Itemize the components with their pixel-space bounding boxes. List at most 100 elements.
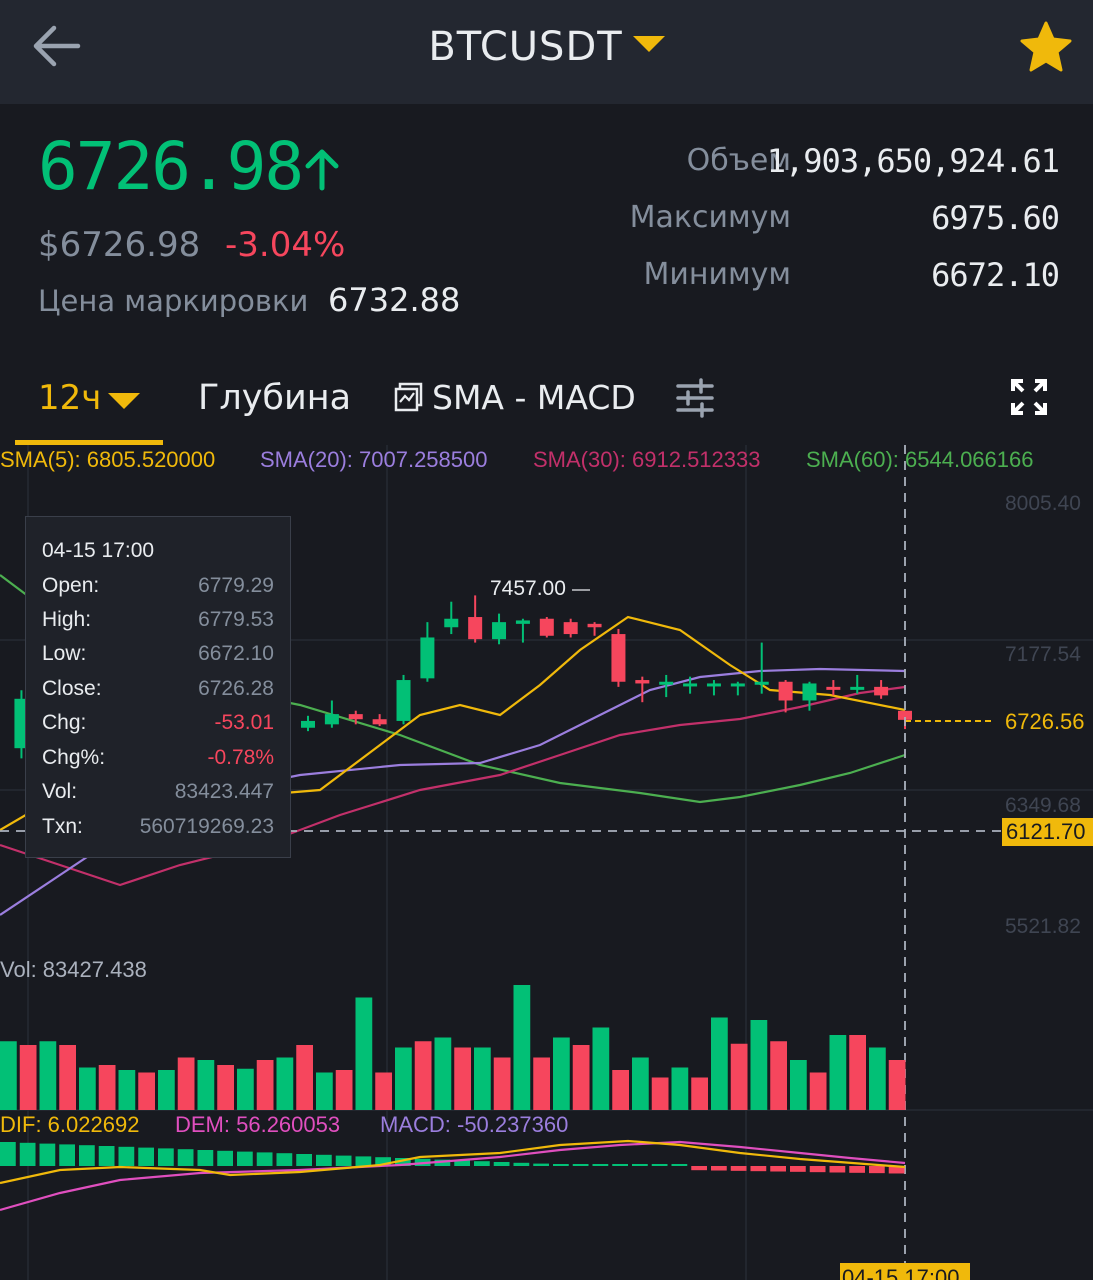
macd-bar [39, 1143, 56, 1166]
volume-bar [237, 1068, 254, 1110]
candle-body [372, 719, 387, 725]
macd-bar [612, 1164, 628, 1166]
interval-chevron-icon[interactable] [108, 393, 140, 409]
symbol-selector[interactable]: BTCUSDT [0, 0, 1093, 94]
candles [14, 595, 912, 759]
macd-bar [572, 1164, 589, 1166]
tab-interval[interactable]: 12ч [38, 378, 102, 418]
volume-bar [375, 1072, 392, 1110]
volume-bar [592, 1027, 610, 1110]
volume-bar [316, 1072, 333, 1110]
candle-body [444, 618, 459, 628]
candle-body [396, 680, 411, 721]
crosshair-price-badge [1002, 818, 1093, 846]
macd-bar [553, 1164, 569, 1166]
macd-bar [454, 1160, 470, 1166]
volume-bar [730, 1043, 748, 1110]
tab-depth[interactable]: Глубина [198, 378, 352, 418]
macd-bar [651, 1164, 668, 1166]
up-arrow-icon [305, 149, 339, 191]
volume-bar [513, 985, 531, 1110]
price-tick: 5521.82 [1005, 915, 1081, 938]
volume-label: Vol: 83427.438 [0, 957, 147, 982]
candle-body [754, 681, 769, 685]
max-price-label: 7457.00 [490, 577, 566, 600]
candle-body [874, 686, 889, 696]
candle-body [563, 622, 578, 635]
settings-sliders-icon[interactable] [676, 378, 714, 418]
macd-bar [375, 1157, 391, 1166]
current-price-label: 6726.56 [1005, 709, 1085, 734]
candle-body [898, 710, 912, 720]
indicator-icon[interactable] [394, 382, 424, 412]
macd-bar [474, 1161, 490, 1166]
ticker-panel [0, 104, 1093, 349]
sma30-label: SMA(30): 6912.512333 [533, 447, 761, 472]
macd-bar [79, 1145, 95, 1166]
volume-bar [691, 1077, 708, 1110]
volume-bar [671, 1067, 689, 1110]
price-tick: 8005.40 [1005, 492, 1081, 515]
macd-value-label: MACD: -50.237360 [380, 1112, 568, 1137]
candle-body [301, 720, 315, 728]
tooltip-value: 560719269.23 [139, 815, 274, 838]
tooltip-value: 6672.10 [198, 642, 274, 665]
volume-bar [296, 1045, 313, 1110]
volume-bar [276, 1057, 294, 1110]
candle-body [706, 683, 721, 687]
last-price: 6726.98 [38, 128, 304, 205]
candle-body [492, 622, 507, 640]
macd-bar [592, 1164, 609, 1166]
top-bar [0, 0, 1093, 104]
tooltip-value: -53.01 [214, 711, 274, 734]
time-badge [840, 1263, 970, 1280]
macd-lines [0, 1139, 906, 1212]
volume-bar [256, 1060, 274, 1110]
high-label: Максимум [629, 200, 791, 235]
chart-toolbar [0, 350, 1093, 445]
volume-bar [612, 1070, 629, 1110]
volume-bar [0, 1041, 17, 1110]
candle-body [635, 680, 650, 684]
candle-body [683, 683, 698, 687]
macd-histogram [0, 1142, 905, 1174]
volume-bar [414, 1041, 432, 1110]
tooltip-value: -0.78% [207, 746, 274, 769]
mark-price-label: Цена маркировки [38, 284, 309, 318]
volume-bar [335, 1070, 353, 1110]
tooltip-label: Low: [42, 642, 87, 665]
volume-bar [177, 1057, 195, 1110]
low-label: Минимум [643, 257, 791, 292]
macd-bar [177, 1149, 194, 1166]
back-arrow-icon[interactable] [28, 22, 88, 72]
candle-body [539, 618, 554, 636]
fullscreen-icon[interactable] [1010, 378, 1048, 416]
volume-bar [790, 1060, 807, 1110]
macd-bar [355, 1156, 372, 1166]
star-icon[interactable] [1018, 20, 1074, 74]
volume-bar [849, 1035, 866, 1110]
candle-body [420, 637, 435, 679]
chevron-down-icon [632, 36, 665, 52]
mark-price-value: 6732.88 [328, 281, 461, 319]
macd-bar [19, 1142, 36, 1166]
price-tick: 7177.54 [1005, 643, 1081, 666]
macd-bar [888, 1166, 905, 1174]
volume-bar [355, 997, 373, 1110]
tab-indicator[interactable]: SMA - MACD [432, 378, 636, 417]
candle-body [515, 620, 530, 624]
volume-bar [829, 1035, 847, 1110]
volume-bar [39, 1041, 57, 1110]
macd-dem-label: DEM: 56.260053 [175, 1112, 340, 1137]
macd-bar [59, 1144, 75, 1166]
volume-bar [454, 1047, 471, 1110]
volume-bar [474, 1047, 491, 1110]
volume-bar [632, 1057, 649, 1110]
candlestick-chart[interactable]: SMA(5): 6805.520000 SMA(20): 7007.258500… [0, 445, 1093, 1280]
macd-dem-line [0, 1140, 906, 1212]
volume-bar [711, 1017, 728, 1110]
volume-bar [158, 1070, 175, 1110]
volume-bar [572, 1045, 590, 1110]
tooltip-value: 6779.29 [198, 574, 274, 597]
sma20-label: SMA(20): 7007.258500 [260, 447, 488, 472]
